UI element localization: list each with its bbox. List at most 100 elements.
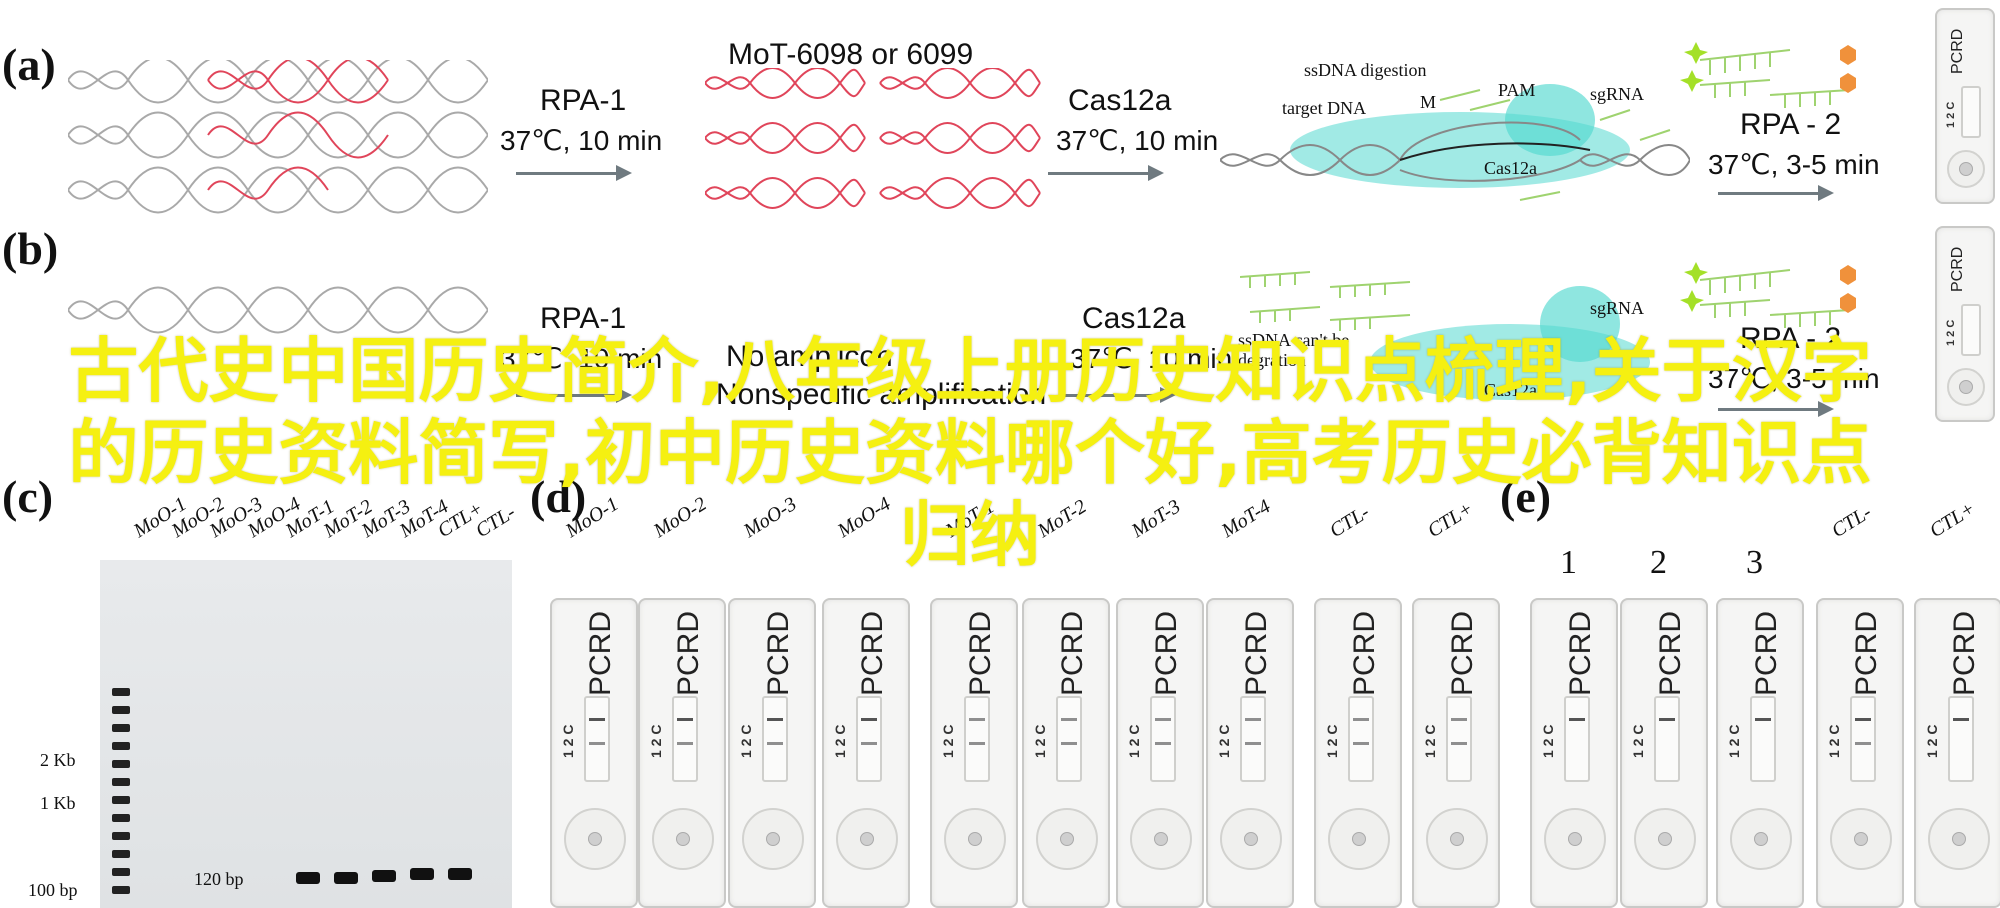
strip-code: 1 2 C — [1540, 724, 1556, 758]
sgrna-text-b: sgRNA — [1590, 298, 1645, 318]
pam-text: PAM — [1498, 80, 1536, 100]
sample-well — [1730, 808, 1792, 870]
strip-code: 1 2 C — [1924, 724, 1940, 758]
rpa1-cond-b: 37℃, 10 min — [500, 343, 663, 374]
strip-code: 1 2 C — [940, 724, 956, 758]
mot-title: MoT-6098 or 6099 — [728, 38, 974, 71]
control-line — [589, 718, 605, 721]
sample-well — [1036, 808, 1098, 870]
sample-well — [1544, 808, 1606, 870]
cant-text: ssDNA can't be — [1238, 330, 1350, 350]
amplicon-band — [296, 872, 320, 884]
test-line — [1061, 742, 1077, 745]
nonspecific-text: Nonspecific amplification — [716, 378, 1047, 411]
panel-a-label: (a) — [2, 39, 56, 90]
gel-image — [100, 560, 512, 908]
control-line — [1353, 718, 1369, 721]
panel-e-label: (e) — [1500, 471, 1552, 522]
cas12a-text-b: Cas12a — [1484, 380, 1537, 400]
strip-brand: PCRD — [1850, 610, 1883, 696]
control-line — [861, 718, 877, 721]
lateral-flow-strip: PCRD 1 2 C — [1620, 598, 1708, 908]
dna-helices-a — [68, 60, 488, 214]
amplicon-band — [372, 870, 396, 882]
marker-1kb: 1 Kb — [40, 793, 76, 813]
strip-brand: PCRD — [584, 610, 617, 696]
strip-window — [1056, 696, 1082, 782]
device-well — [1947, 368, 1985, 406]
strip-code: 1 2 C — [1630, 724, 1646, 758]
strip-brand: PCRD — [1564, 610, 1597, 696]
cas12a-complex-b — [1240, 271, 1650, 400]
strip-code: 1 2 C — [1216, 724, 1232, 758]
lateral-flow-strip: PCRD 1 2 C — [1022, 598, 1110, 908]
strip-brand: PCRD — [856, 610, 889, 696]
ladder-band — [112, 688, 130, 696]
strip-window — [1850, 696, 1876, 782]
arrow-b2 — [1060, 387, 1176, 403]
strip-brand: PCRD — [762, 610, 795, 696]
lateral-flow-strip: PCRD 1 2 C — [1412, 598, 1500, 908]
ssdna-digestion-text: ssDNA digestion — [1304, 60, 1427, 80]
strip-code: 1 2 C — [1826, 724, 1842, 758]
strip-window — [762, 696, 788, 782]
ladder-band — [112, 742, 130, 750]
strip-code: 1 2 C — [1726, 724, 1742, 758]
strip-brand: PCRD — [1056, 610, 1089, 696]
strip-brand: PCRD — [1654, 610, 1687, 696]
rpa1-label-b: RPA-1 — [540, 302, 627, 335]
ladder-band — [112, 814, 130, 822]
strip-window — [964, 696, 990, 782]
strip-brand: PCRD — [1446, 610, 1479, 696]
strip-window — [1564, 696, 1590, 782]
marker-2kb: 2 Kb — [40, 750, 76, 770]
control-line — [969, 718, 985, 721]
strip-code: 1 2 C — [648, 724, 664, 758]
arrow-b3 — [1718, 401, 1834, 417]
strip-window — [1150, 696, 1176, 782]
strip-window — [1948, 696, 1974, 782]
lateral-flow-strip: PCRD 1 2 C — [1116, 598, 1204, 908]
control-line — [767, 718, 783, 721]
no-amplicon-text: No amplicon — [726, 340, 893, 373]
panel-c-label: (c) — [2, 471, 54, 522]
lateral-flow-strip: PCRD 1 2 C — [930, 598, 1018, 908]
amplicon-band — [448, 868, 472, 880]
strip-window — [1348, 696, 1374, 782]
lateral-flow-strip: PCRD 1 2 C — [728, 598, 816, 908]
test-line — [1855, 742, 1871, 745]
sample-well — [1426, 808, 1488, 870]
arrow-a1 — [516, 165, 632, 181]
device-window — [1961, 304, 1981, 356]
test-line — [1451, 742, 1467, 745]
strip-window — [672, 696, 698, 782]
test-line — [861, 742, 877, 745]
dna-helices-b — [68, 286, 488, 334]
ladder-band — [112, 706, 130, 714]
strip-label: CTL+ — [1925, 497, 1980, 543]
arrow-b1 — [516, 387, 632, 403]
arrow-a3 — [1718, 185, 1834, 201]
strip-label: 1 — [1560, 544, 1577, 581]
strip-window — [1446, 696, 1472, 782]
strip-brand: PCRD — [1948, 610, 1981, 696]
strip-code: 1 2 C — [1126, 724, 1142, 758]
device-code: 1 2 C — [1945, 319, 1957, 346]
lateral-flow-strip: PCRD 1 2 C — [1314, 598, 1402, 908]
strip-window — [1240, 696, 1266, 782]
control-line — [677, 718, 693, 721]
strip-code: 1 2 C — [1032, 724, 1048, 758]
cas12a-text-a: Cas12a — [1484, 158, 1537, 178]
lateral-flow-strip: PCRD 1 2 C — [1716, 598, 1804, 908]
strip-brand: PCRD — [1348, 610, 1381, 696]
strip-label: 3 — [1746, 544, 1763, 581]
strip-brand: PCRD — [964, 610, 997, 696]
ladder-band — [112, 868, 130, 876]
rpa1-cond-a: 37℃, 10 min — [500, 125, 663, 156]
rpa2-cond-b: 37℃, 3-5 min — [1708, 363, 1880, 394]
rpa1-label-a: RPA-1 — [540, 84, 627, 117]
m-text: M — [1420, 92, 1437, 112]
test-line — [1245, 742, 1261, 745]
strip-brand: PCRD — [672, 610, 705, 696]
test-line — [589, 742, 605, 745]
